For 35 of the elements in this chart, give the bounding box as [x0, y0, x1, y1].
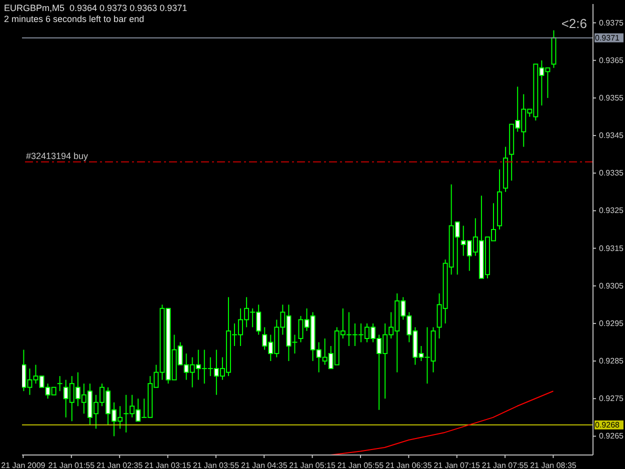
- x-tick-label: 21 Jan 08:35: [530, 461, 577, 469]
- x-tick-label: 21 Jan 03:55: [192, 461, 240, 469]
- x-tick-label: 21 Jan 04:35: [241, 461, 288, 469]
- line-series: [330, 390, 554, 455]
- y-tick-label: 0.9305: [599, 281, 624, 290]
- ref-line-label: #32413194 buy: [26, 150, 89, 161]
- candlestick: [551, 30, 556, 68]
- x-tick-label: 21 Jan 05:55: [337, 461, 384, 469]
- candlestick: [503, 146, 508, 192]
- x-tick-label: 21 Jan 01:55: [48, 461, 96, 469]
- ref-line-label: 0.9371: [595, 33, 620, 42]
- x-tick-label: 21 Jan 03:15: [144, 461, 192, 469]
- chart-title: EURGBPm,M5 0.9364 0.9373 0.9363 0.9371: [4, 3, 188, 14]
- y-tick-label: 0.9295: [599, 318, 624, 328]
- y-tick-label: 0.9355: [599, 93, 624, 102]
- y-tick-label: 0.9365: [599, 56, 624, 65]
- x-tick-label: 21 Jan 07:55: [482, 461, 529, 469]
- annotation: <2:6: [561, 16, 587, 31]
- x-tick-label: 21 Jan 2009: [1, 461, 46, 469]
- y-tick-label: 0.9265: [599, 432, 624, 441]
- x-tick-label: 21 Jan 07:15: [434, 461, 481, 469]
- y-tick-label: 0.9375: [599, 18, 624, 28]
- y-tick-label: 0.9285: [599, 356, 624, 366]
- candlestick: [497, 168, 502, 230]
- y-tick-label: 0.9345: [599, 131, 624, 140]
- candlestick: [56, 376, 63, 392]
- y-tick-label: 0.9315: [599, 244, 624, 253]
- x-tick-label: 21 Jan 02:35: [96, 461, 144, 469]
- y-tick-label: 0.9325: [599, 206, 624, 216]
- y-tick-label: 0.9335: [599, 168, 624, 178]
- x-tick-label: 21 Jan 06:35: [386, 461, 432, 469]
- ref-line-label: 0.9268: [595, 420, 620, 430]
- text: 2 minutes 6 seconds left to bar end: [4, 14, 146, 25]
- y-tick-label: 0.9275: [599, 394, 624, 404]
- x-tick-label: 21 Jan 05:15: [289, 461, 336, 469]
